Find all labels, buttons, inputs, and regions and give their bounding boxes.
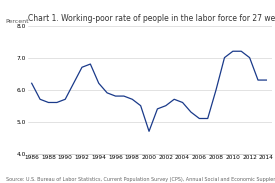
Text: Chart 1. Working-poor rate of people in the labor force for 27 weeks or more, 19: Chart 1. Working-poor rate of people in … [28,14,275,23]
Text: Percent: Percent [6,19,29,24]
Text: Source: U.S. Bureau of Labor Statistics, Current Population Survey (CPS), Annual: Source: U.S. Bureau of Labor Statistics,… [6,177,275,182]
